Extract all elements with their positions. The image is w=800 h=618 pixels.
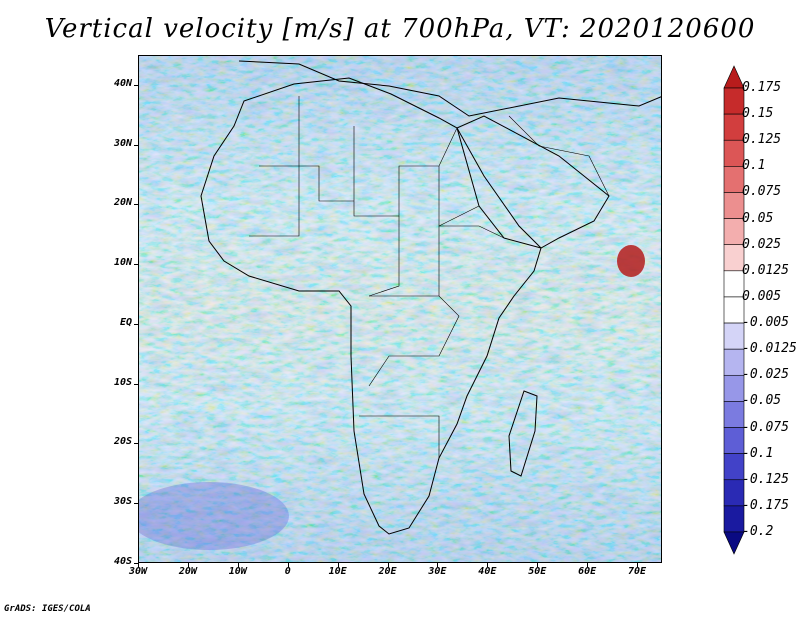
europe-coastline [238, 60, 661, 117]
lon-label: 20W [178, 566, 197, 577]
colorbar-segment [723, 87, 745, 115]
lon-tick [487, 563, 489, 567]
lat-tick [134, 563, 138, 564]
colorbar-segment [723, 296, 745, 324]
lon-tick [187, 563, 189, 567]
colorbar-label: -0.05 [742, 393, 782, 409]
country-borders [249, 96, 610, 458]
colorbar-label: 0.005 [742, 288, 782, 304]
lon-tick [587, 563, 589, 567]
colorbar-label: -0.005 [742, 315, 789, 331]
colorbar-segment [723, 479, 745, 507]
colorbar-label: -0.0125 [742, 341, 797, 357]
colorbar-segment [723, 113, 745, 141]
colorbar-label: 0.05 [742, 210, 774, 226]
colorbar-segment [723, 374, 745, 402]
lon-tick [537, 563, 539, 567]
colorbar [723, 65, 745, 555]
lat-label: 20N [113, 197, 132, 209]
lat-tick [134, 323, 138, 325]
colorbar-label: 0.0125 [742, 262, 789, 278]
colorbar-segment [723, 244, 745, 272]
lon-tick [387, 563, 389, 567]
colorbar-segment [723, 270, 745, 298]
lat-tick [134, 443, 138, 445]
lon-label: 30E [428, 566, 447, 577]
lat-label: 40N [113, 77, 132, 89]
colorbar-segment [723, 505, 745, 533]
lat-label: 30S [113, 496, 132, 508]
lon-label: 50E [528, 566, 547, 577]
lat-label: 10S [113, 376, 132, 388]
colorbar-label: -0.1 [742, 445, 774, 461]
map-panel [138, 55, 662, 563]
lat-label: 20S [113, 436, 132, 448]
lon-tick [138, 563, 139, 567]
lon-tick [287, 563, 289, 567]
colorbar-segment [723, 348, 745, 376]
footer-credit: GrADS: IGES/COLA [4, 604, 91, 614]
colorbar-label: -0.175 [742, 497, 789, 513]
lat-tick [134, 383, 138, 385]
plot-title: Vertical velocity [m/s] at 700hPa, VT: 2… [44, 14, 756, 44]
lon-tick [337, 563, 339, 567]
lat-tick [134, 204, 138, 206]
lat-label: 10N [113, 257, 132, 269]
lat-label: EQ [119, 316, 132, 328]
lat-tick [134, 503, 138, 505]
colorbar-segment [723, 139, 745, 167]
lat-tick [134, 264, 138, 266]
lon-label: 20E [378, 566, 397, 577]
colorbar-segment [723, 322, 745, 350]
colorbar-label: -0.2 [742, 524, 774, 539]
lon-tick [437, 563, 439, 567]
colorbar-segment [723, 401, 745, 428]
lon-label: 10E [328, 566, 347, 577]
lat-label: 30N [113, 137, 132, 149]
field-texture-red [139, 56, 661, 562]
lat-label: 40S [113, 556, 132, 567]
colorbar-max-arrow [723, 65, 745, 89]
coastlines [200, 60, 661, 535]
colorbar-label: 0.1 [742, 158, 766, 174]
colorbar-label: -0.025 [742, 367, 789, 383]
lat-tick [134, 84, 138, 86]
africa-coastline [200, 77, 542, 535]
colorbar-min-arrow [723, 531, 745, 555]
lon-label: 60E [578, 566, 597, 577]
colorbar-label: -0.075 [742, 419, 789, 435]
madagascar-coastline [508, 390, 538, 477]
colorbar-label: 0.125 [742, 132, 782, 148]
colorbar-label: 0.025 [742, 236, 782, 252]
lon-tick [237, 563, 239, 567]
lat-tick [134, 144, 138, 146]
colorbar-segment [723, 427, 745, 454]
colorbar-label: 0.15 [742, 106, 774, 122]
lon-label: 0 [284, 566, 291, 577]
cyclone-updraft [617, 245, 645, 277]
arabia-coastline [456, 115, 610, 249]
lon-label: 40E [478, 566, 497, 577]
colorbar-segment [723, 192, 745, 219]
colorbar-label: -0.125 [742, 471, 789, 487]
southern-downdraft [139, 482, 289, 550]
lon-label: 30W [128, 566, 148, 577]
vertical-velocity-field [139, 56, 661, 562]
lon-tick [637, 563, 639, 567]
colorbar-segment [723, 166, 745, 193]
lon-label: 10W [228, 566, 247, 577]
colorbar-label: 0.175 [742, 80, 782, 95]
colorbar-label: 0.075 [742, 184, 782, 200]
lon-label: 70E [628, 566, 647, 577]
colorbar-segment [723, 218, 745, 246]
colorbar-segment [723, 453, 745, 481]
